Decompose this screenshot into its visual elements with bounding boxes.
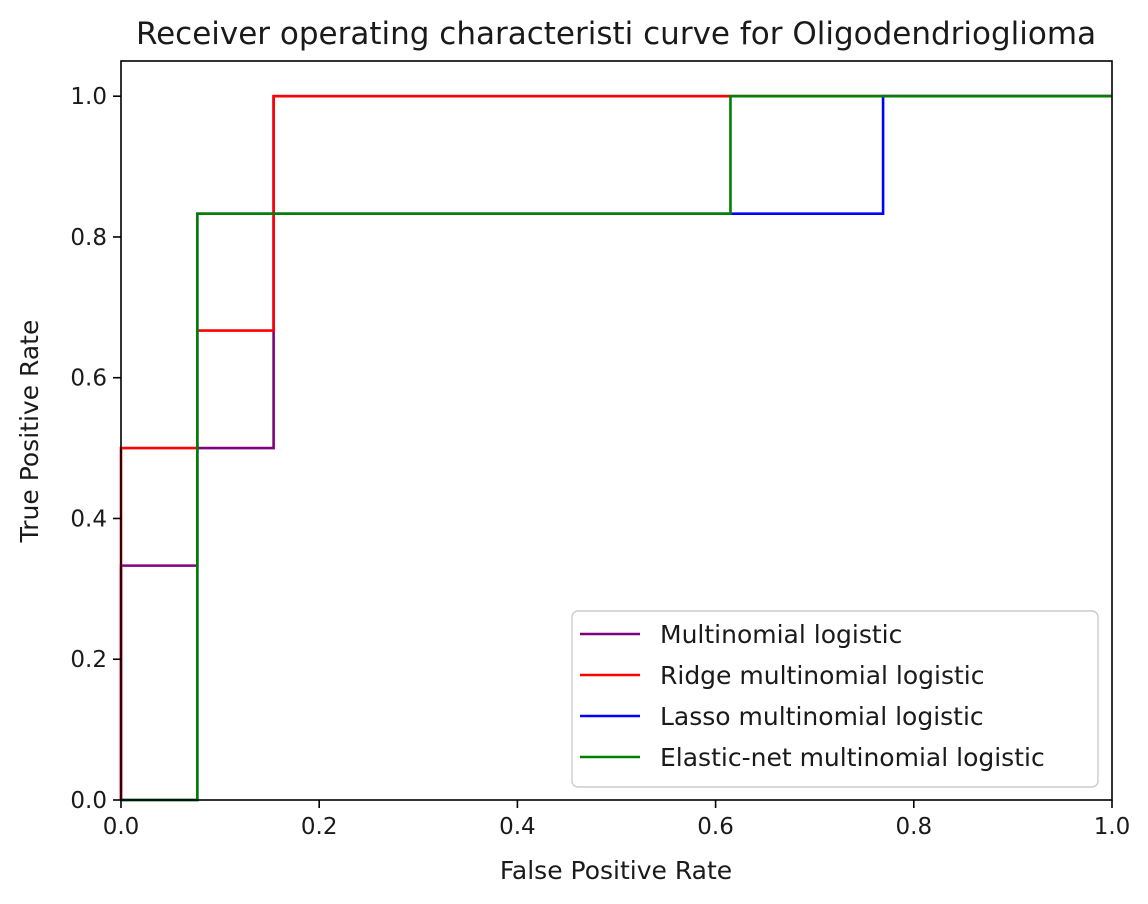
plot-frame [120, 60, 1113, 801]
chart-title: Receiver operating characteristi curve f… [136, 16, 1096, 52]
x-tick-label: 0.6 [697, 814, 734, 840]
x-tick-label: 0.4 [499, 814, 536, 840]
legend: Multinomial logistic Ridge multinomial lo… [571, 610, 1099, 788]
legend-label-elastic-net-multinomial-logistic: Elastic-net multinomial logistic [660, 743, 1045, 772]
y-tick-label: 0.4 [70, 506, 107, 532]
y-tick-label: 1.0 [70, 84, 107, 110]
x-axis-label: False Positive Rate [500, 856, 732, 885]
legend-label-multinomial-logistic: Multinomial logistic [660, 620, 902, 649]
legend-label-lasso-multinomial-logistic: Lasso multinomial logistic [660, 702, 984, 731]
y-tick-label: 0.6 [70, 366, 107, 392]
legend-label-ridge-multinomial-logistic: Ridge multinomial logistic [660, 661, 985, 690]
x-tick-label: 0.2 [301, 814, 338, 840]
x-tick-label: 0.0 [103, 814, 140, 840]
x-tick-label: 1.0 [1094, 814, 1131, 840]
x-tick-label: 0.8 [896, 814, 933, 840]
legend-box [571, 610, 1099, 788]
y-axis-ticks: 0.0 0.2 0.4 0.6 0.8 1.0 [70, 84, 121, 814]
y-tick-label: 0.0 [70, 788, 107, 814]
x-axis-ticks: 0.0 0.2 0.4 0.6 0.8 1.0 [103, 800, 1131, 840]
y-tick-label: 0.8 [70, 225, 107, 251]
y-tick-label: 0.2 [70, 647, 107, 673]
y-axis-label: True Positive Rate [15, 320, 44, 544]
